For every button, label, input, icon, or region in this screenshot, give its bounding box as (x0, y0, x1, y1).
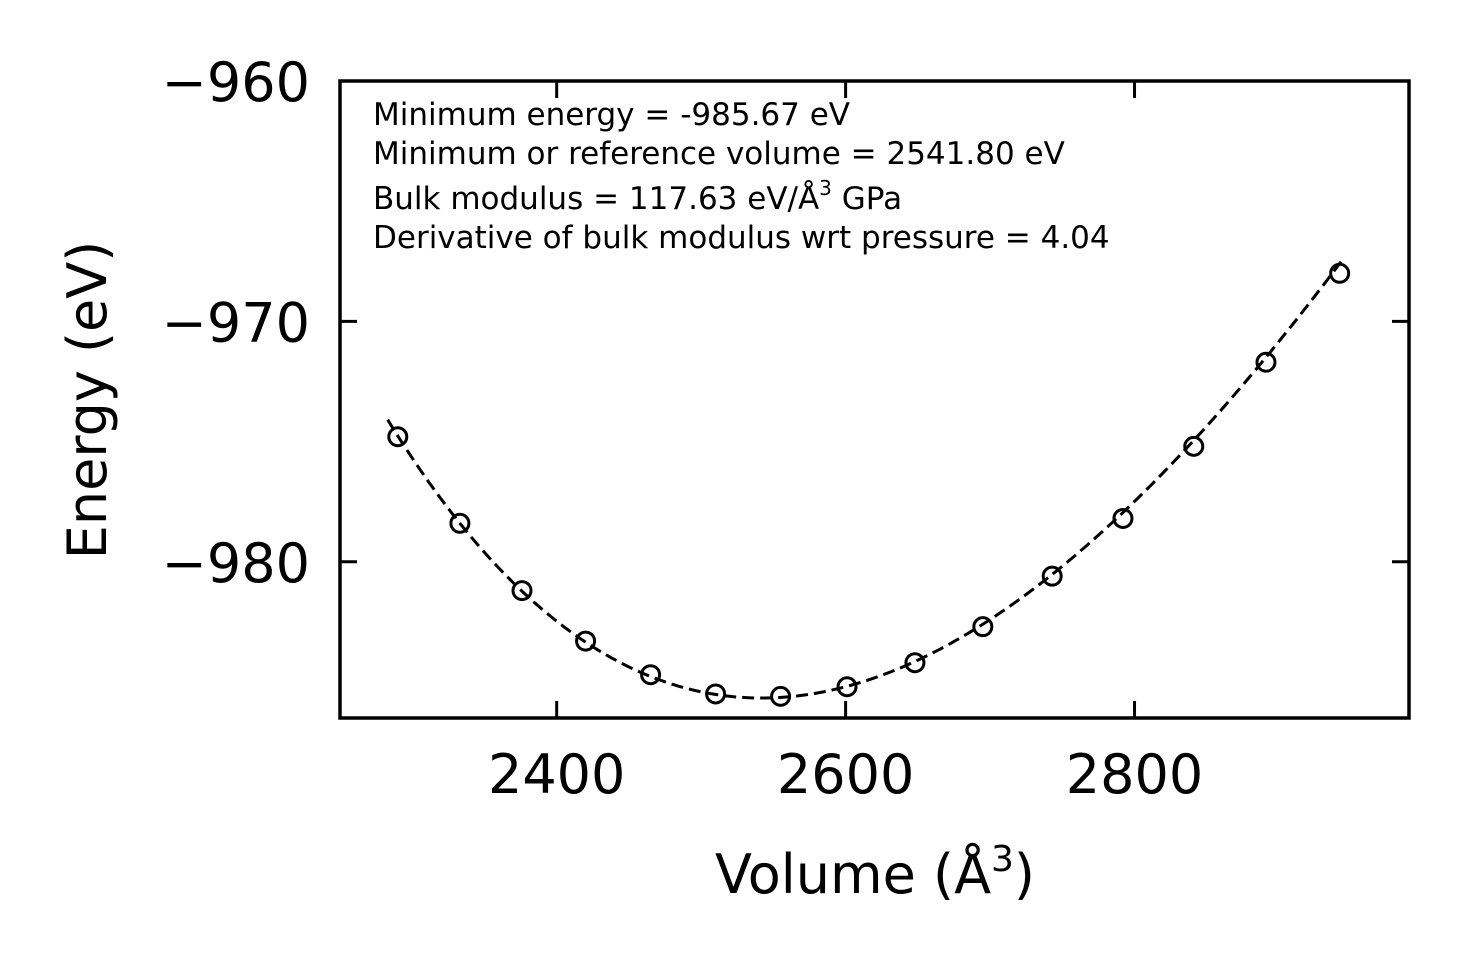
data-point (387, 426, 409, 448)
plot-frame (338, 79, 1411, 720)
data-point (640, 664, 662, 686)
data-point (1329, 262, 1351, 284)
data-point (1112, 507, 1134, 529)
data-point (972, 616, 994, 638)
y-tick-label: −960 (162, 51, 310, 114)
data-points (387, 262, 1351, 707)
data-point (449, 512, 471, 534)
data-point (770, 685, 792, 707)
x-tick-label: 2800 (1066, 743, 1203, 806)
x-tick-label: 2400 (488, 743, 625, 806)
y-tick-label: −980 (162, 532, 310, 595)
x-axis-label: Volume (Å3) (715, 839, 1035, 906)
x-tick-label: 2600 (777, 743, 914, 806)
data-point (575, 630, 597, 652)
tick-labels: 2400 2600 2800 −960 −970 −980 (162, 51, 1204, 806)
data-point (1041, 565, 1063, 587)
data-point (1183, 435, 1205, 457)
annotation-bulk-modulus-derivative: Derivative of bulk modulus wrt pressure … (373, 220, 1110, 256)
annotation-bulk-modulus: Bulk modulus = 117.63 eV/Å3 GPa (373, 176, 902, 217)
data-point (836, 676, 858, 698)
axis-ticks (340, 79, 1409, 718)
annotation-min-volume: Minimum or reference volume = 2541.80 eV (373, 136, 1065, 172)
data-point (511, 580, 533, 602)
y-axis-label: Energy (eV) (56, 241, 119, 560)
annotation-min-energy: Minimum energy = -985.67 eV (373, 97, 850, 133)
data-point (705, 683, 727, 705)
data-point (1255, 351, 1277, 373)
y-tick-label: −970 (162, 291, 310, 354)
fit-annotations: Minimum energy = -985.67 eV Minimum or r… (373, 97, 1110, 256)
data-point (904, 652, 926, 674)
fit-curve (386, 256, 1346, 700)
